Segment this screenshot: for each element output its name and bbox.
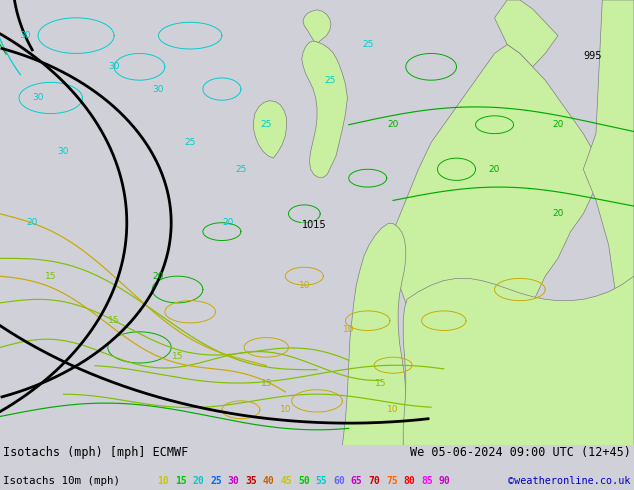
Text: 10: 10 — [157, 476, 169, 487]
Text: 15: 15 — [375, 379, 386, 388]
Polygon shape — [303, 10, 331, 42]
Text: 45: 45 — [280, 476, 292, 487]
Polygon shape — [403, 276, 634, 445]
Polygon shape — [254, 100, 287, 158]
Text: 55: 55 — [316, 476, 327, 487]
Text: 30: 30 — [153, 85, 164, 94]
Text: 20: 20 — [387, 120, 399, 129]
Text: 50: 50 — [298, 476, 310, 487]
Text: We 05-06-2024 09:00 UTC (12+45): We 05-06-2024 09:00 UTC (12+45) — [410, 446, 631, 459]
Text: 30: 30 — [228, 476, 240, 487]
Polygon shape — [342, 223, 406, 445]
Text: 995: 995 — [583, 50, 602, 61]
Text: 10: 10 — [387, 405, 399, 414]
Text: 20: 20 — [552, 209, 564, 219]
Text: 20: 20 — [193, 476, 204, 487]
Text: Isotachs (mph) [mph] ECMWF: Isotachs (mph) [mph] ECMWF — [3, 446, 188, 459]
Text: 30: 30 — [20, 31, 31, 40]
Polygon shape — [583, 0, 634, 445]
Text: 15: 15 — [261, 379, 272, 388]
Polygon shape — [495, 0, 558, 67]
Text: 15: 15 — [175, 476, 186, 487]
Text: 20: 20 — [26, 218, 37, 227]
Polygon shape — [302, 41, 347, 177]
Text: 65: 65 — [351, 476, 363, 487]
Text: 60: 60 — [333, 476, 345, 487]
Text: 10: 10 — [299, 281, 310, 290]
Polygon shape — [393, 45, 596, 445]
Text: 40: 40 — [263, 476, 275, 487]
Text: 15: 15 — [108, 316, 120, 325]
Text: 10: 10 — [280, 405, 291, 414]
Text: 75: 75 — [386, 476, 398, 487]
Text: 90: 90 — [439, 476, 451, 487]
Text: 25: 25 — [362, 40, 373, 49]
Text: 20: 20 — [153, 271, 164, 281]
Text: 25: 25 — [324, 75, 335, 85]
Text: 1015: 1015 — [302, 220, 326, 230]
Text: 30: 30 — [58, 147, 69, 156]
Text: 30: 30 — [32, 94, 44, 102]
Text: 10: 10 — [343, 325, 354, 334]
Text: 20: 20 — [223, 218, 234, 227]
Text: ©weatheronline.co.uk: ©weatheronline.co.uk — [508, 476, 631, 487]
Text: 25: 25 — [261, 120, 272, 129]
Text: 35: 35 — [245, 476, 257, 487]
Text: 20: 20 — [552, 120, 564, 129]
Text: 20: 20 — [489, 165, 500, 174]
Text: 25: 25 — [210, 476, 222, 487]
Text: 30: 30 — [108, 62, 120, 72]
Text: 85: 85 — [421, 476, 433, 487]
Text: 80: 80 — [404, 476, 415, 487]
Text: 70: 70 — [368, 476, 380, 487]
Text: 15: 15 — [45, 271, 56, 281]
Text: Isotachs 10m (mph): Isotachs 10m (mph) — [3, 476, 120, 487]
Text: 25: 25 — [184, 138, 196, 147]
Text: 25: 25 — [235, 165, 247, 174]
Text: 15: 15 — [172, 352, 183, 361]
